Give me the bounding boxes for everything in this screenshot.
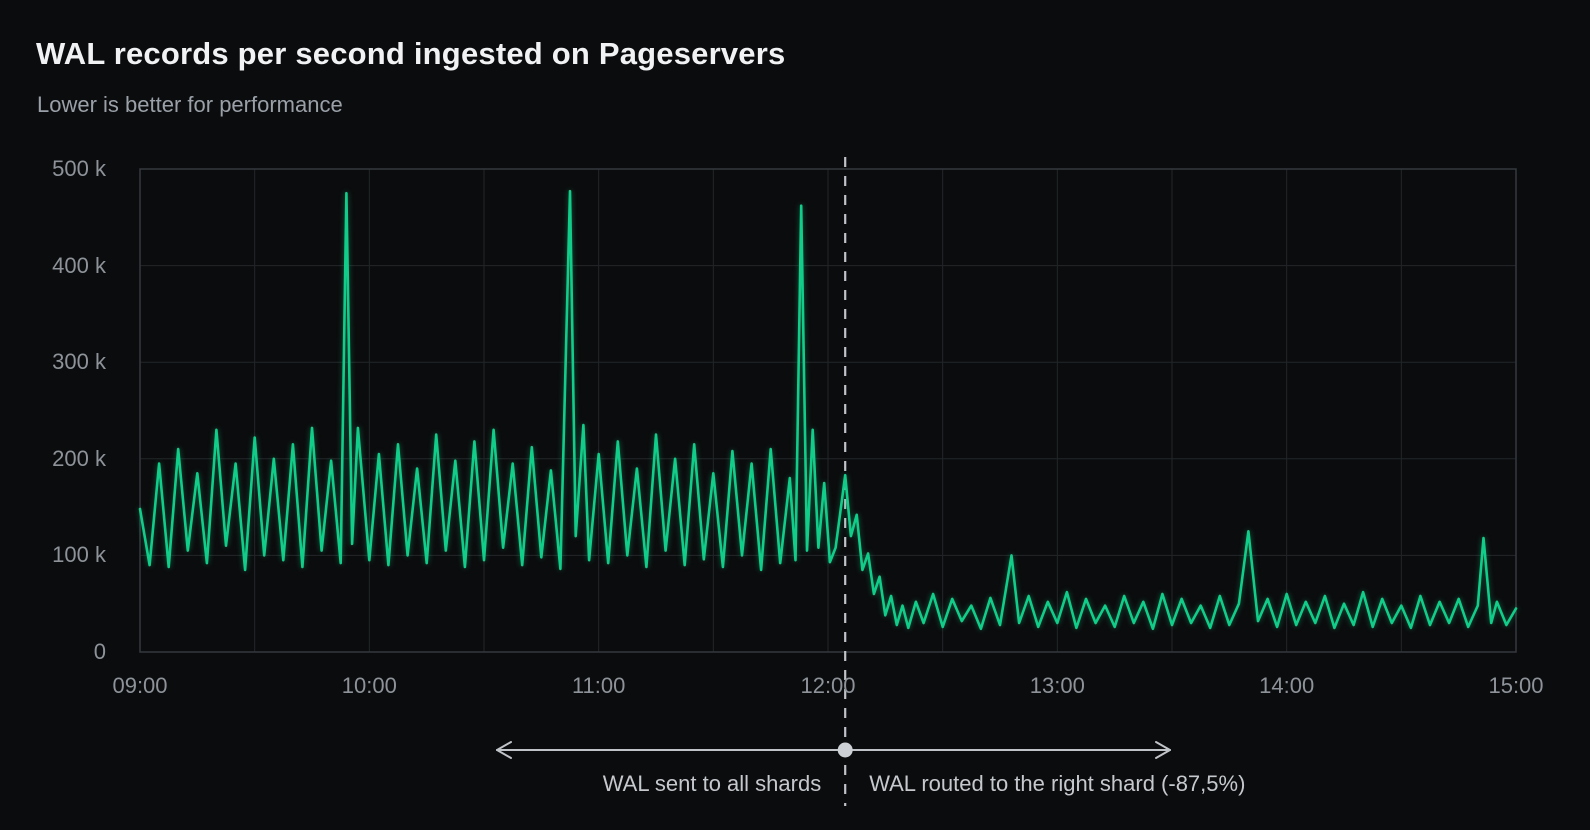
event-dot <box>837 742 853 758</box>
wal-series-line <box>138 189 1518 631</box>
page-title: WAL records per second ingested on Pages… <box>36 36 786 71</box>
arrow-right-icon <box>1155 741 1171 759</box>
arrow-left-icon <box>496 741 512 759</box>
annotation-label-before: WAL sent to all shards <box>602 771 822 796</box>
annotation-arrow <box>496 741 1171 759</box>
plot-border <box>139 168 1517 653</box>
annotation-label-after: WAL routed to the right shard (-87,5%) <box>869 771 1246 796</box>
page-subtitle: Lower is better for performance <box>37 92 343 117</box>
